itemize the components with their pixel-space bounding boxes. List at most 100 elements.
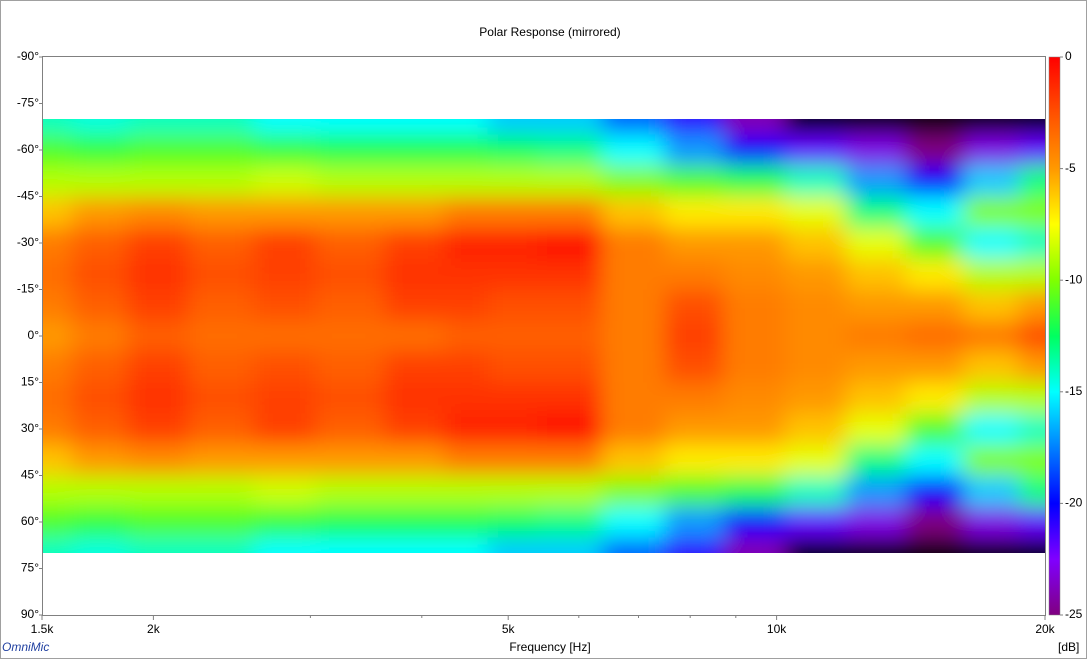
x-tick-label: 1.5k bbox=[31, 622, 55, 636]
heatmap-cell bbox=[444, 351, 489, 383]
heatmap-cell bbox=[127, 413, 190, 445]
heatmap-cell bbox=[384, 289, 446, 321]
heatmap-cell bbox=[1019, 413, 1045, 445]
heatmap-cell bbox=[42, 506, 73, 538]
x-tick-label: 20k bbox=[1035, 622, 1055, 636]
heatmap-cell bbox=[723, 320, 786, 352]
heatmap-cell bbox=[785, 165, 847, 197]
heatmap-cell bbox=[536, 382, 603, 414]
heatmap-cell bbox=[127, 289, 190, 321]
x-tick-label: 5k bbox=[502, 622, 516, 636]
heatmap-cell bbox=[723, 444, 786, 476]
heatmap-cell bbox=[71, 289, 129, 321]
heatmap-cell bbox=[602, 227, 665, 259]
heatmap-cell bbox=[536, 227, 603, 259]
heatmap-cell bbox=[487, 289, 538, 321]
heatmap-cell bbox=[188, 196, 255, 228]
heatmap-cell bbox=[845, 119, 907, 135]
heatmap-cell bbox=[384, 134, 446, 166]
heatmap-cell bbox=[384, 320, 446, 352]
heatmap-cell bbox=[785, 134, 847, 166]
heatmap-cell bbox=[963, 134, 1020, 166]
y-tick-label: 90° bbox=[21, 607, 39, 621]
heatmap-cell bbox=[42, 413, 73, 445]
heatmap-cell bbox=[384, 506, 446, 538]
y-tick-label: 0° bbox=[28, 328, 40, 342]
colorbar-tick-label: -15 bbox=[1065, 384, 1083, 398]
heatmap-cell bbox=[71, 119, 129, 135]
heatmap-cell bbox=[188, 537, 255, 553]
heatmap-cell bbox=[487, 119, 538, 135]
heatmap-cell bbox=[785, 258, 847, 290]
y-tick-label: -60° bbox=[17, 142, 39, 156]
heatmap-cell bbox=[384, 382, 446, 414]
heatmap-cell bbox=[71, 413, 129, 445]
heatmap-cell bbox=[315, 320, 386, 352]
heatmap-cell bbox=[444, 258, 489, 290]
heatmap-cell bbox=[664, 289, 724, 321]
heatmap-cell bbox=[42, 475, 73, 507]
heatmap-cell bbox=[723, 537, 786, 553]
heatmap-cell bbox=[487, 382, 538, 414]
heatmap-cell bbox=[487, 320, 538, 352]
heatmap-cell bbox=[536, 320, 603, 352]
heatmap-cell bbox=[42, 351, 73, 383]
heatmap-cell bbox=[1019, 475, 1045, 507]
heatmap-cell bbox=[536, 165, 603, 197]
heatmap-cell bbox=[384, 165, 446, 197]
colorbar-tick-label: 0 bbox=[1065, 49, 1072, 63]
heatmap-cell bbox=[253, 165, 316, 197]
heatmap-cell bbox=[188, 227, 255, 259]
heatmap-cell bbox=[71, 444, 129, 476]
heatmap-cell bbox=[384, 413, 446, 445]
y-tick-label: 30° bbox=[21, 421, 39, 435]
heatmap-cell bbox=[487, 134, 538, 166]
colorbar bbox=[1048, 56, 1061, 616]
heatmap-cell bbox=[315, 382, 386, 414]
heatmap-cell bbox=[664, 475, 724, 507]
heatmap-cell bbox=[785, 227, 847, 259]
heatmap-cell bbox=[723, 134, 786, 166]
heatmap-cell bbox=[444, 289, 489, 321]
heatmap-cell bbox=[384, 537, 446, 553]
heatmap-cell bbox=[1019, 289, 1045, 321]
heatmap-cell bbox=[963, 475, 1020, 507]
heatmap-cell bbox=[845, 258, 907, 290]
heatmap-cell bbox=[315, 444, 386, 476]
heatmap-cell bbox=[536, 134, 603, 166]
heatmap-cell bbox=[963, 444, 1020, 476]
heatmap-cell bbox=[963, 165, 1020, 197]
x-tick-label: 10k bbox=[767, 622, 787, 636]
heatmap-cell bbox=[536, 413, 603, 445]
heatmap-cell bbox=[127, 444, 190, 476]
heatmap-cell bbox=[188, 320, 255, 352]
heatmap-cell bbox=[536, 506, 603, 538]
heatmap-cell bbox=[845, 351, 907, 383]
heatmap-cell bbox=[384, 119, 446, 135]
heatmap-cell bbox=[253, 134, 316, 166]
heatmap-cell bbox=[905, 165, 964, 197]
heatmap-cell bbox=[664, 258, 724, 290]
y-tick-label: -45° bbox=[17, 189, 39, 203]
colorbar-tick-label: -5 bbox=[1065, 161, 1076, 175]
heatmap-cell bbox=[127, 119, 190, 135]
heatmap-cell bbox=[71, 196, 129, 228]
heatmap-cell bbox=[444, 196, 489, 228]
heatmap-cell bbox=[785, 196, 847, 228]
heatmap-cell bbox=[444, 320, 489, 352]
heatmap-cell bbox=[42, 227, 73, 259]
heatmap-cell bbox=[845, 289, 907, 321]
heatmap-cell bbox=[845, 382, 907, 414]
heatmap-cell bbox=[602, 289, 665, 321]
heatmap-cell bbox=[188, 506, 255, 538]
heatmap-cell bbox=[315, 351, 386, 383]
colorbar-label: [dB] bbox=[1058, 640, 1079, 654]
heatmap-cell bbox=[127, 134, 190, 166]
heatmap-cell bbox=[1019, 351, 1045, 383]
heatmap-cell bbox=[963, 320, 1020, 352]
y-tick-label: 45° bbox=[21, 468, 39, 482]
heatmap-cell bbox=[664, 537, 724, 553]
heatmap-cell bbox=[905, 227, 964, 259]
heatmap-cell bbox=[963, 537, 1020, 553]
heatmap-cell bbox=[905, 475, 964, 507]
